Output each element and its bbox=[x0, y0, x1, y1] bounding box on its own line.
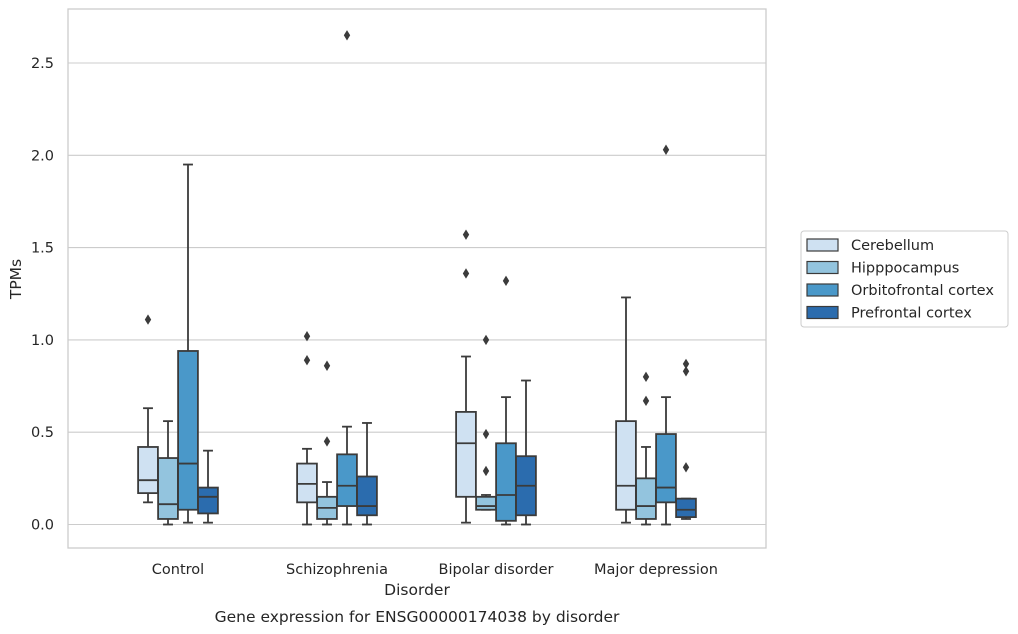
box bbox=[137, 446, 159, 495]
y-tick-label: 0.0 bbox=[31, 518, 54, 534]
outlier-point bbox=[323, 360, 331, 371]
legend-swatch bbox=[806, 305, 839, 320]
outlier-point bbox=[303, 355, 311, 366]
box-2-2 bbox=[495, 275, 517, 526]
box bbox=[296, 462, 318, 504]
box bbox=[675, 497, 697, 519]
box bbox=[475, 495, 497, 511]
legend-swatch bbox=[806, 283, 839, 297]
box bbox=[655, 433, 677, 504]
box bbox=[356, 475, 378, 517]
box-1-2 bbox=[475, 334, 497, 511]
box-2-0 bbox=[177, 163, 199, 524]
box-1-3 bbox=[635, 371, 657, 526]
outlier-point bbox=[303, 331, 311, 342]
box-series bbox=[137, 30, 697, 526]
plot-frame bbox=[67, 8, 767, 549]
y-axis-label: TPMs bbox=[7, 259, 25, 300]
outlier-point bbox=[662, 144, 670, 155]
y-tick-label: 2.5 bbox=[31, 56, 54, 72]
outlier-point bbox=[682, 358, 690, 370]
box-0-3 bbox=[615, 296, 637, 524]
box-1-1 bbox=[316, 360, 338, 526]
outlier-point bbox=[323, 436, 331, 447]
chart-title: Gene expression for ENSG00000174038 by d… bbox=[215, 608, 620, 626]
box-3-3 bbox=[675, 358, 697, 520]
legend-label: Orbitofrontal cortex bbox=[851, 283, 994, 299]
box bbox=[336, 453, 358, 507]
x-axis-label: Disorder bbox=[384, 581, 450, 599]
y-tick-label: 0.5 bbox=[31, 425, 54, 441]
y-tick-labels: 0.0 0.5 1.0 1.5 2.0 2.5 bbox=[31, 56, 54, 534]
outlier-point bbox=[482, 465, 490, 477]
legend-label: Prefrontal cortex bbox=[851, 306, 972, 322]
box-0-1 bbox=[296, 331, 318, 526]
x-tick-label: Schizophrenia bbox=[286, 562, 388, 578]
box-3-1 bbox=[356, 422, 378, 526]
legend-swatch bbox=[806, 260, 839, 275]
legend-frame bbox=[800, 230, 1009, 328]
outlier-point bbox=[502, 275, 510, 287]
x-tick-label: Major depression bbox=[594, 562, 718, 578]
y-tick-label: 2.0 bbox=[31, 148, 54, 164]
box-3-2 bbox=[515, 379, 537, 526]
box-1-0 bbox=[157, 420, 179, 526]
box bbox=[157, 457, 179, 520]
outlier-point bbox=[682, 366, 690, 377]
outlier-point bbox=[482, 428, 490, 440]
box-2-1 bbox=[336, 30, 358, 526]
box-0-2 bbox=[455, 229, 477, 524]
box-0-0 bbox=[137, 314, 159, 504]
outlier-point bbox=[462, 229, 470, 240]
box-3-0 bbox=[197, 449, 219, 524]
y-tick-label: 1.0 bbox=[31, 333, 54, 349]
box bbox=[495, 442, 517, 522]
outlier-point bbox=[642, 371, 650, 383]
box bbox=[615, 420, 637, 511]
box-2-3 bbox=[655, 144, 677, 526]
x-tick-label: Bipolar disorder bbox=[439, 562, 554, 578]
legend: Cerebellum Hipppocampus Orbitofrontal cort… bbox=[800, 230, 1009, 328]
legend-label: Hipppocampus bbox=[851, 261, 959, 277]
legend-label: Cerebellum bbox=[851, 238, 934, 254]
box bbox=[197, 486, 219, 515]
outlier-point bbox=[462, 268, 470, 279]
y-tick-label: 1.5 bbox=[31, 241, 54, 257]
x-tick-label: Control bbox=[152, 562, 204, 578]
box bbox=[635, 477, 657, 520]
outlier-point bbox=[482, 334, 490, 346]
outlier-point bbox=[343, 30, 351, 41]
box bbox=[455, 410, 477, 498]
box bbox=[177, 350, 199, 511]
x-tick-labels: Control Schizophrenia Bipolar disorder Majo… bbox=[152, 562, 718, 578]
outlier-point bbox=[144, 314, 152, 325]
legend-swatch bbox=[806, 238, 839, 252]
outlier-point bbox=[682, 462, 690, 473]
outlier-point bbox=[642, 395, 650, 407]
